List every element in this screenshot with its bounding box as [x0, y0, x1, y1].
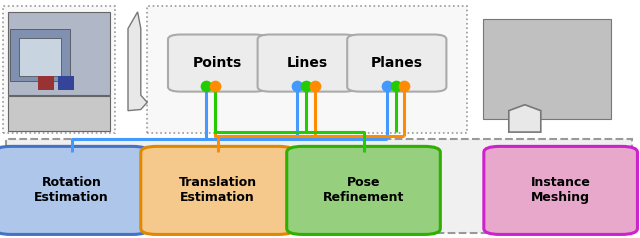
FancyBboxPatch shape: [168, 35, 268, 92]
Text: Pose
Refinement: Pose Refinement: [323, 176, 404, 204]
Point: [310, 84, 320, 88]
Point: [201, 84, 211, 88]
Bar: [38, 76, 54, 90]
Bar: [19, 38, 61, 76]
FancyBboxPatch shape: [347, 35, 447, 92]
Text: Instance
Meshing: Instance Meshing: [531, 176, 591, 204]
Bar: [58, 76, 74, 90]
Point: [301, 84, 311, 88]
Text: Lines: Lines: [287, 56, 328, 70]
FancyBboxPatch shape: [483, 19, 611, 119]
Text: Translation
Estimation: Translation Estimation: [179, 176, 257, 204]
Polygon shape: [128, 12, 147, 111]
FancyBboxPatch shape: [8, 12, 110, 95]
Point: [390, 84, 401, 88]
Point: [381, 84, 392, 88]
FancyBboxPatch shape: [147, 6, 467, 133]
FancyBboxPatch shape: [287, 146, 440, 234]
Text: Points: Points: [193, 56, 242, 70]
Point: [292, 84, 302, 88]
FancyBboxPatch shape: [8, 96, 110, 131]
FancyBboxPatch shape: [257, 35, 357, 92]
Bar: [10, 29, 70, 81]
Point: [399, 84, 410, 88]
FancyBboxPatch shape: [141, 146, 294, 234]
Polygon shape: [509, 105, 541, 132]
FancyBboxPatch shape: [484, 146, 637, 234]
FancyBboxPatch shape: [3, 6, 115, 133]
Point: [210, 84, 220, 88]
FancyBboxPatch shape: [6, 139, 632, 233]
Text: Rotation
Estimation: Rotation Estimation: [35, 176, 109, 204]
Text: Planes: Planes: [371, 56, 423, 70]
FancyBboxPatch shape: [0, 146, 148, 234]
